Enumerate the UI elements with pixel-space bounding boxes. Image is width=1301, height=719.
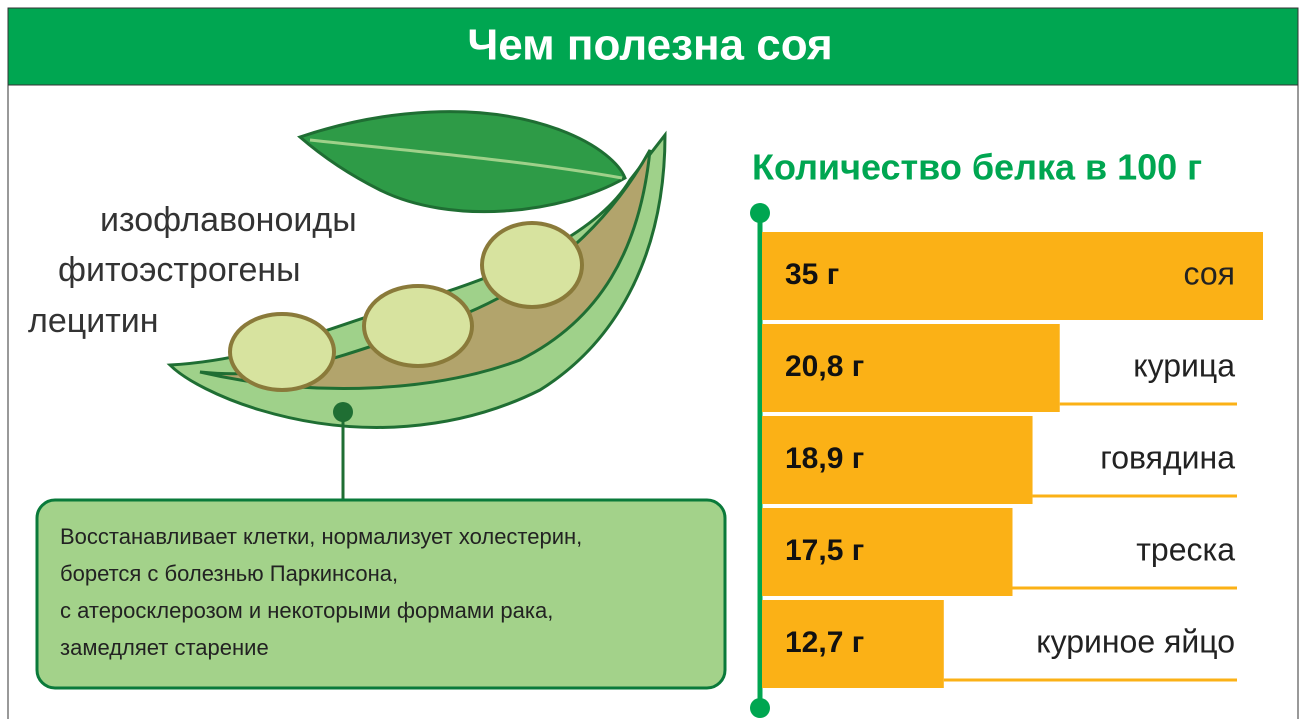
category-label: соя bbox=[1184, 255, 1235, 291]
description-line: борется с болезнью Паркинсона, bbox=[60, 561, 398, 586]
category-label: треска bbox=[1136, 531, 1235, 567]
category-label: куриное яйцо bbox=[1036, 623, 1235, 659]
chart-title: Количество белка в 100 г bbox=[752, 147, 1202, 188]
value-label: 17,5 г bbox=[785, 534, 864, 567]
value-label: 18,9 г bbox=[785, 442, 864, 475]
category-label: говядина bbox=[1100, 439, 1235, 475]
description-line: с атеросклерозом и некоторыми формами ра… bbox=[60, 598, 553, 623]
value-label: 35 г bbox=[785, 258, 839, 291]
description-line: замедляет старение bbox=[60, 635, 269, 660]
value-label: 12,7 г bbox=[785, 626, 864, 659]
category-label: курица bbox=[1133, 347, 1235, 383]
axis-dot bbox=[750, 203, 770, 223]
header-title: Чем полезна соя bbox=[467, 21, 832, 70]
illustration-label: изофлавоноиды bbox=[100, 201, 357, 239]
illustration-label: фитоэстрогены bbox=[58, 251, 301, 289]
description-line: Восстанавливает клетки, нормализует холе… bbox=[60, 524, 582, 549]
infographic: Чем полезна соя изофлавоноиды фитоэстрог… bbox=[0, 0, 1301, 719]
soy-illustration bbox=[170, 112, 665, 500]
illustration-label: лецитин bbox=[28, 302, 159, 340]
axis-dot bbox=[750, 698, 770, 718]
value-label: 20,8 г bbox=[785, 350, 864, 383]
